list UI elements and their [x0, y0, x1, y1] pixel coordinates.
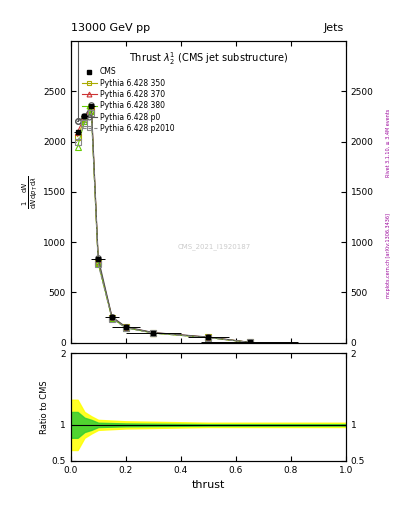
Text: CMS_2021_I1920187: CMS_2021_I1920187	[177, 243, 250, 249]
Legend: CMS, Pythia 6.428 350, Pythia 6.428 370, Pythia 6.428 380, Pythia 6.428 p0, Pyth: CMS, Pythia 6.428 350, Pythia 6.428 370,…	[80, 66, 176, 135]
Text: Thrust $\lambda_2^1$ (CMS jet substructure): Thrust $\lambda_2^1$ (CMS jet substructu…	[129, 50, 288, 67]
Y-axis label: Ratio to CMS: Ratio to CMS	[40, 380, 49, 434]
Text: mcplots.cern.ch [arXiv:1306.3436]: mcplots.cern.ch [arXiv:1306.3436]	[386, 214, 391, 298]
Text: Rivet 3.1.10, ≥ 3.4M events: Rivet 3.1.10, ≥ 3.4M events	[386, 109, 391, 178]
X-axis label: thrust: thrust	[192, 480, 225, 490]
Text: Jets: Jets	[323, 23, 344, 33]
Y-axis label: $\frac{1}{\mathrm{d}N}\frac{\mathrm{d}N}{\mathrm{d}p_T\,\mathrm{d}\lambda}$: $\frac{1}{\mathrm{d}N}\frac{\mathrm{d}N}…	[21, 175, 40, 209]
Text: 13000 GeV pp: 13000 GeV pp	[71, 23, 150, 33]
